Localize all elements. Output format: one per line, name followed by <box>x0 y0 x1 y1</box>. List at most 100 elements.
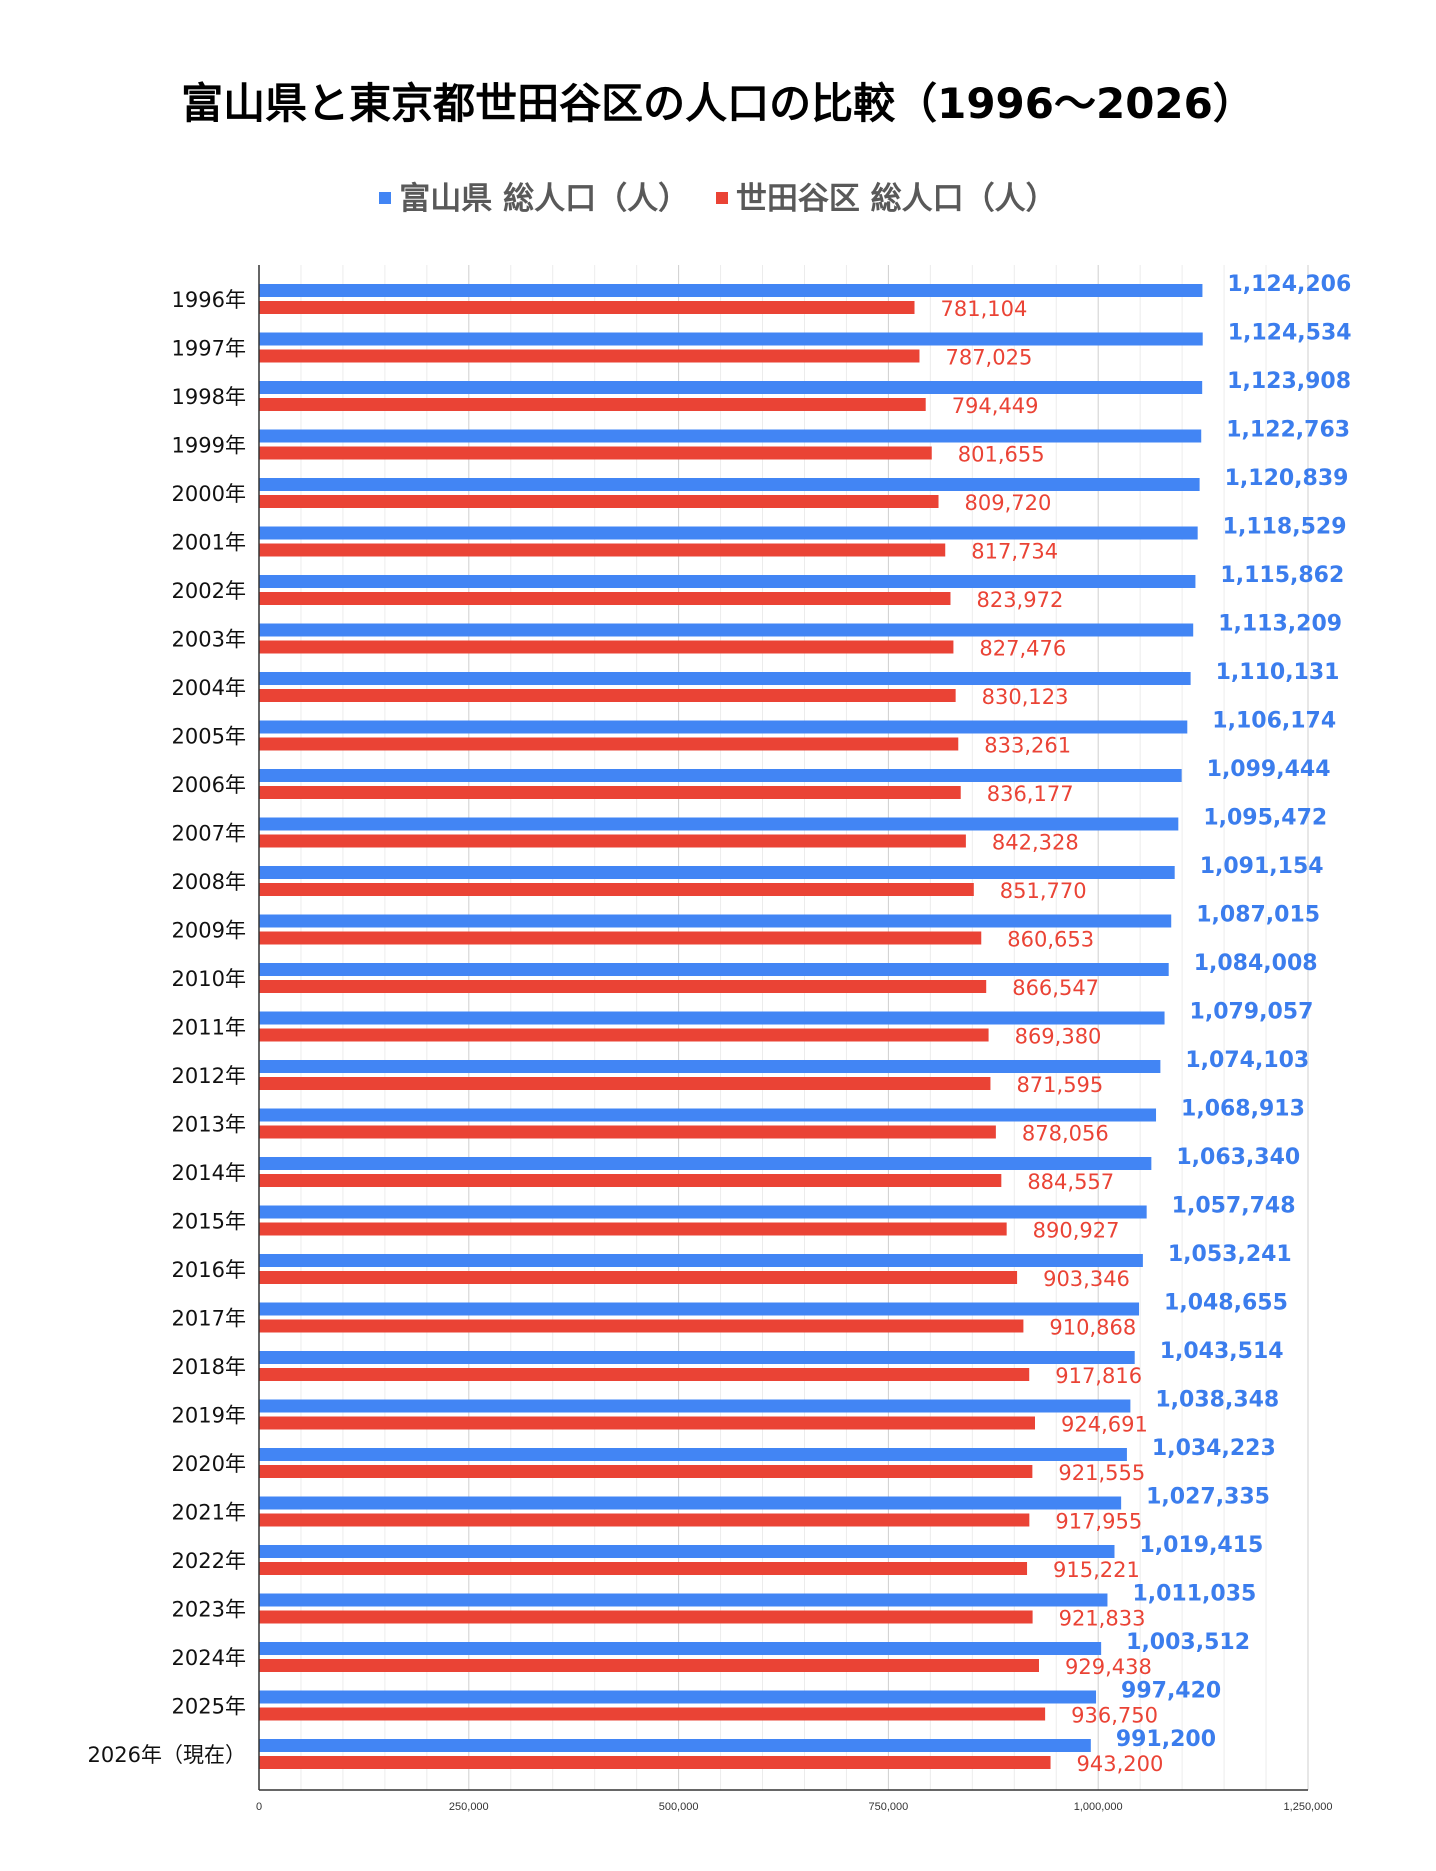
bar-toyama <box>259 963 1169 976</box>
data-label-toyama: 1,110,131 <box>1216 660 1340 685</box>
category-label: 2003年 <box>172 628 246 652</box>
bar-toyama <box>259 623 1194 637</box>
bar-setagaya <box>259 1707 1046 1721</box>
bar-toyama <box>259 1642 1102 1655</box>
data-label-setagaya: 917,816 <box>1055 1364 1142 1388</box>
data-label-toyama: 1,003,512 <box>1126 1630 1250 1655</box>
data-label-toyama: 1,068,913 <box>1181 1097 1305 1122</box>
category-label: 2004年 <box>172 676 246 700</box>
bar-toyama <box>259 769 1182 782</box>
bar-setagaya <box>259 980 987 993</box>
x-tick-label: 250,000 <box>449 1801 489 1813</box>
category-label: 2023年 <box>172 1598 246 1622</box>
bar-toyama <box>259 284 1203 297</box>
data-label-toyama: 1,115,862 <box>1220 563 1344 588</box>
data-label-setagaya: 842,328 <box>992 831 1079 855</box>
category-label: 1996年 <box>172 288 246 312</box>
data-label-toyama: 1,113,209 <box>1218 612 1342 637</box>
bar-setagaya <box>259 398 926 411</box>
category-label: 2022年 <box>172 1549 246 1573</box>
bar-setagaya <box>259 1659 1039 1672</box>
bar-setagaya <box>259 883 974 896</box>
category-label: 2017年 <box>172 1307 246 1331</box>
chart-title: 富山県と東京都世田谷区の人口の比較（1996〜2026） <box>181 79 1255 128</box>
bar-setagaya <box>259 834 966 848</box>
data-label-toyama: 1,027,335 <box>1146 1485 1270 1510</box>
category-label: 2013年 <box>172 1113 246 1137</box>
category-label: 2014年 <box>172 1161 246 1185</box>
data-label-setagaya: 794,449 <box>952 394 1039 418</box>
category-label: 2025年 <box>172 1695 246 1719</box>
data-label-toyama: 1,095,472 <box>1203 806 1327 831</box>
bar-toyama <box>259 866 1175 879</box>
data-label-setagaya: 871,595 <box>1016 1073 1103 1097</box>
legend-label-toyama: 富山県 総人口（人） <box>399 181 690 217</box>
bar-setagaya <box>259 1610 1033 1624</box>
category-label: 2008年 <box>172 870 246 894</box>
bar-setagaya <box>259 689 956 702</box>
data-label-setagaya: 917,955 <box>1055 1510 1142 1534</box>
data-label-toyama: 1,079,057 <box>1190 1000 1314 1025</box>
data-label-toyama: 1,120,839 <box>1225 466 1349 491</box>
data-label-setagaya: 860,653 <box>1007 928 1094 952</box>
bar-toyama <box>259 1302 1140 1316</box>
bar-toyama <box>259 429 1202 443</box>
data-label-toyama: 1,038,348 <box>1155 1388 1279 1413</box>
bar-setagaya <box>259 931 982 945</box>
legend-label-setagaya: 世田谷区 総人口（人） <box>735 181 1057 217</box>
bar-toyama <box>259 672 1191 685</box>
bar-setagaya <box>259 349 920 363</box>
data-label-setagaya: 910,868 <box>1049 1316 1136 1340</box>
data-label-setagaya: 936,750 <box>1071 1704 1158 1728</box>
data-label-toyama: 1,048,655 <box>1164 1291 1288 1316</box>
data-label-setagaya: 929,438 <box>1065 1655 1152 1679</box>
data-label-toyama: 1,091,154 <box>1200 854 1324 879</box>
bar-toyama <box>259 1108 1157 1122</box>
legend-swatch-toyama <box>379 191 392 204</box>
bar-toyama <box>259 1545 1115 1558</box>
bar-setagaya <box>259 1028 989 1042</box>
bar-toyama <box>259 478 1200 491</box>
data-label-toyama: 1,084,008 <box>1194 951 1318 976</box>
data-label-setagaya: 833,261 <box>984 734 1071 758</box>
data-label-setagaya: 801,655 <box>958 443 1045 467</box>
category-label: 2021年 <box>172 1501 246 1525</box>
bar-toyama <box>259 381 1203 394</box>
data-label-toyama: 1,099,444 <box>1207 757 1331 782</box>
data-label-toyama: 997,420 <box>1121 1679 1221 1704</box>
category-label: 2019年 <box>172 1404 246 1428</box>
data-label-toyama: 1,057,748 <box>1172 1194 1296 1219</box>
x-tick-label: 0 <box>256 1801 262 1813</box>
data-label-setagaya: 924,691 <box>1061 1413 1148 1437</box>
bar-toyama <box>259 1593 1108 1607</box>
category-label: 2015年 <box>172 1210 246 1234</box>
data-label-toyama: 1,034,223 <box>1152 1436 1276 1461</box>
bar-setagaya <box>259 301 915 314</box>
x-tick-label: 1,250,000 <box>1284 1801 1333 1813</box>
category-label: 2012年 <box>172 1064 246 1088</box>
bar-setagaya <box>259 1756 1051 1769</box>
x-tick-label: 750,000 <box>869 1801 909 1813</box>
bar-toyama <box>259 1399 1131 1413</box>
bar-toyama <box>259 1254 1143 1267</box>
category-label: 2024年 <box>172 1646 246 1670</box>
bar-toyama <box>259 1496 1122 1510</box>
bar-setagaya <box>259 1368 1030 1381</box>
bar-toyama <box>259 1060 1161 1073</box>
category-label: 2002年 <box>172 579 246 603</box>
bar-toyama <box>259 1011 1165 1025</box>
data-label-toyama: 1,074,103 <box>1185 1048 1309 1073</box>
data-label-toyama: 1,063,340 <box>1176 1145 1300 1170</box>
bar-setagaya <box>259 786 961 799</box>
data-label-toyama: 991,200 <box>1116 1727 1216 1752</box>
bar-setagaya <box>259 1222 1007 1236</box>
data-label-setagaya: 823,972 <box>976 588 1063 612</box>
bar-toyama <box>259 1351 1135 1364</box>
data-label-toyama: 1,123,908 <box>1227 369 1351 394</box>
bar-setagaya <box>259 1174 1002 1187</box>
bar-toyama <box>259 1205 1147 1219</box>
category-label: 2000年 <box>172 482 246 506</box>
category-label: 2018年 <box>172 1355 246 1379</box>
data-label-setagaya: 851,770 <box>1000 879 1087 903</box>
